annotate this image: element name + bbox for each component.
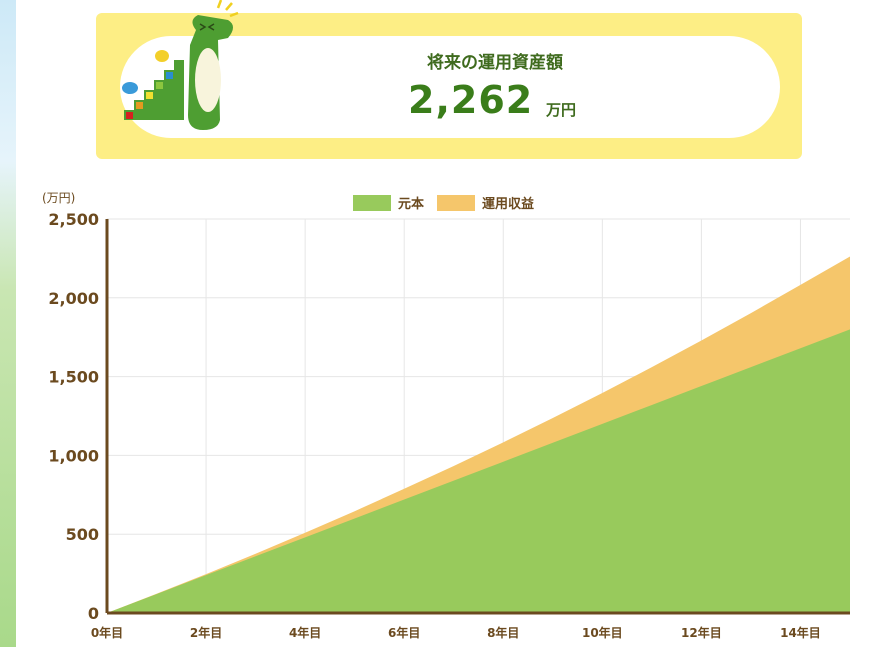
principal-area bbox=[107, 329, 850, 613]
y-axis-unit-label: (万円) bbox=[42, 191, 75, 205]
x-tick-label: 10年目 bbox=[582, 625, 623, 640]
legend-label-principal: 元本 bbox=[398, 196, 424, 212]
x-tick-label: 12年目 bbox=[681, 625, 722, 640]
summary-title: 将来の運用資産額 bbox=[427, 53, 563, 73]
left-background-strip bbox=[0, 0, 16, 647]
x-tick-label: 4年目 bbox=[289, 625, 321, 640]
y-tick-label: 2,500 bbox=[48, 210, 99, 229]
y-tick-label: 0 bbox=[88, 604, 99, 623]
legend-swatch-return bbox=[437, 195, 475, 211]
y-tick-label: 500 bbox=[66, 525, 99, 544]
legend-label-return: 運用収益 bbox=[482, 196, 534, 212]
y-tick-label: 2,000 bbox=[48, 289, 99, 308]
summary-card bbox=[120, 36, 780, 138]
y-tick-label: 1,000 bbox=[48, 446, 99, 465]
crocodile-mascot-illustration bbox=[122, 0, 239, 130]
x-tick-label: 14年目 bbox=[780, 625, 821, 640]
legend: 元本 運用収益 bbox=[353, 195, 534, 212]
x-tick-label: 0年目 bbox=[91, 625, 123, 640]
legend-swatch-principal bbox=[353, 195, 391, 211]
stairs-icon bbox=[124, 60, 184, 120]
y-tick-label: 1,500 bbox=[48, 368, 99, 387]
x-tick-label: 8年目 bbox=[487, 625, 519, 640]
x-tick-label: 2年目 bbox=[190, 625, 222, 640]
summary-unit: 万円 bbox=[546, 101, 577, 119]
x-tick-label: 6年目 bbox=[388, 625, 420, 640]
summary-amount: 2,262 bbox=[408, 78, 534, 122]
